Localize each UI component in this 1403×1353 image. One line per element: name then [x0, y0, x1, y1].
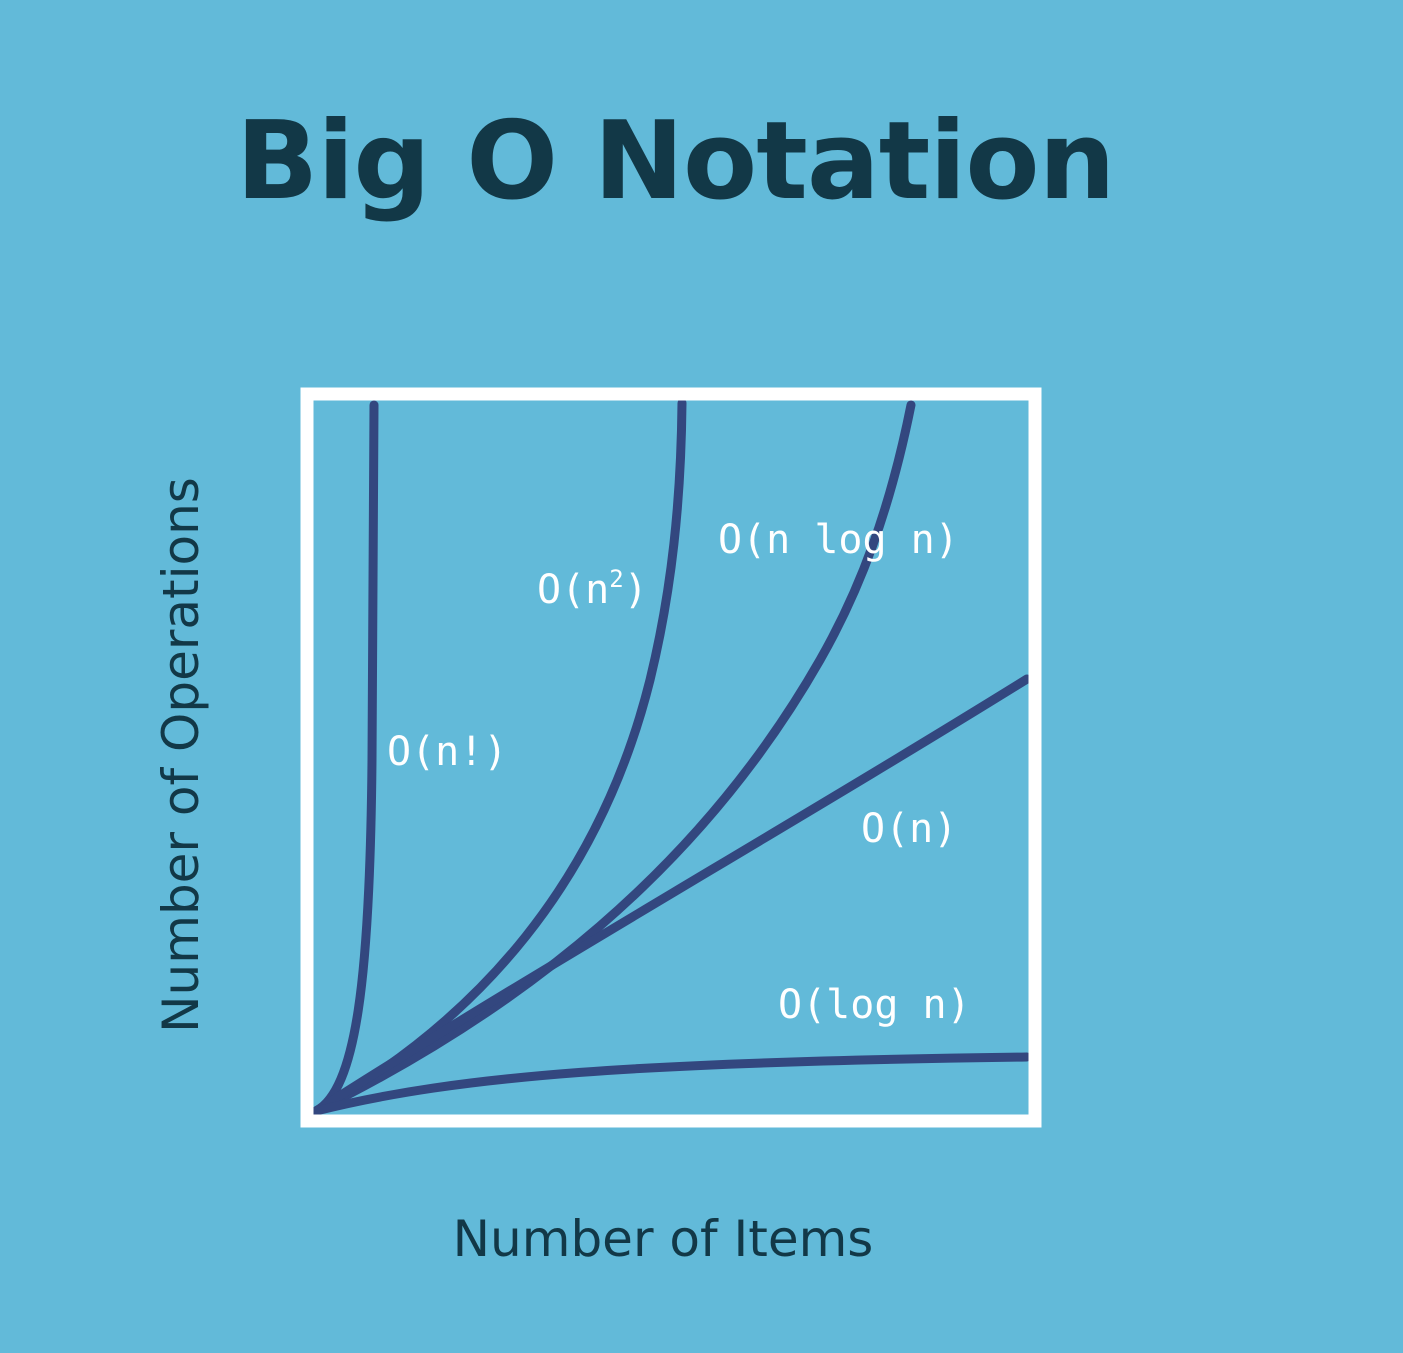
- plot-frame: [300, 387, 1042, 1128]
- curve-log: [311, 1052, 1032, 1116]
- curve-labels-group: O(n!) O(n2) O(n log n) O(n) O(log n): [387, 517, 971, 1028]
- curve-linear: [311, 674, 1032, 1116]
- curves-group: [311, 398, 1032, 1116]
- curve-label-factorial: O(n!): [387, 729, 507, 775]
- y-axis-label: Number of Operations: [152, 477, 210, 1033]
- curve-label-quadratic: O(n2): [537, 565, 648, 613]
- curve-nlogn: [311, 400, 916, 1116]
- curve-label-linear: O(n): [861, 806, 957, 852]
- curve-label-log: O(log n): [778, 982, 971, 1028]
- x-axis-label: Number of Items: [453, 1210, 874, 1268]
- curve-quadratic: [311, 398, 687, 1116]
- curve-label-nlogn: O(n log n): [718, 517, 959, 563]
- chart-title: Big O Notation: [236, 99, 1114, 224]
